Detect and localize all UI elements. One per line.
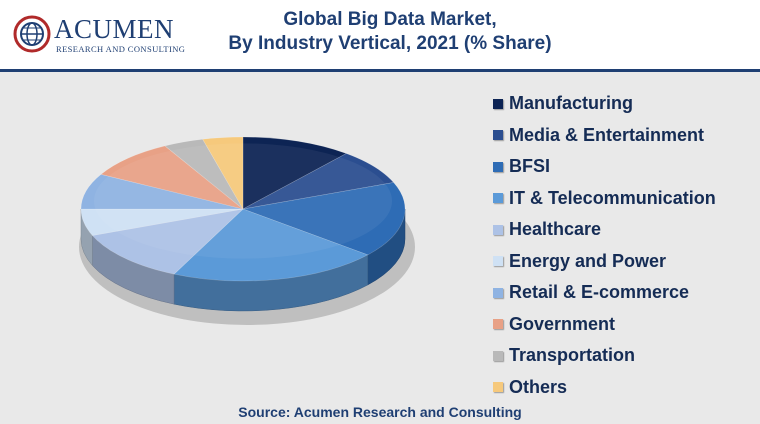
legend-swatch <box>493 98 503 109</box>
legend-label: Transportation <box>509 345 636 366</box>
legend-item: IT & Telecommunication <box>493 183 755 215</box>
chart-legend: Manufacturing Media & Entertainment BFSI IT… <box>493 88 755 403</box>
header-divider <box>0 69 760 72</box>
chart-title-line2: By Industry Vertical, 2021 (% Share) <box>228 33 552 54</box>
legend-swatch <box>493 382 503 393</box>
pie-slice: Manufacturing <box>242 136 347 210</box>
legend-item: Others <box>493 372 755 404</box>
globe-icon <box>13 15 51 53</box>
legend-swatch <box>493 193 503 204</box>
pie-slice: Energy and Power <box>80 208 244 236</box>
source-note: Source: Acumen Research and Consulting <box>238 404 522 420</box>
legend-label: Retail & E-commerce <box>509 282 690 303</box>
legend-item: BFSI <box>493 151 755 183</box>
legend-swatch <box>493 161 503 172</box>
legend-swatch <box>493 130 503 141</box>
legend-label: Media & Entertainment <box>509 124 705 145</box>
header-bar: ACUMEN RESEARCH AND CONSULTING Global Bi… <box>0 0 760 70</box>
logo-name: ACUMEN <box>54 14 175 44</box>
pie-slice: Media & Entertainment <box>242 153 395 210</box>
legend-swatch <box>493 350 503 361</box>
pie-slice: IT & Telecommunication <box>173 208 369 282</box>
legend-item: Government <box>493 309 755 341</box>
legend-label: BFSI <box>509 156 551 177</box>
legend-item: Transportation <box>493 340 755 372</box>
legend-swatch <box>493 224 503 235</box>
legend-item: Media & Entertainment <box>493 120 755 152</box>
chart-title-line1: Global Big Data Market, <box>283 9 497 30</box>
legend-item: Manufacturing <box>493 88 755 120</box>
logo: ACUMEN RESEARCH AND CONSULTING <box>12 10 186 60</box>
logo-tagline: RESEARCH AND CONSULTING <box>56 44 186 54</box>
pie-slice: Government <box>100 145 244 210</box>
legend-swatch <box>493 287 503 298</box>
pie-slice: Transportation <box>164 138 244 210</box>
pie-slice: BFSI <box>241 182 406 256</box>
legend-label: Energy and Power <box>509 250 667 271</box>
pie-slice: Healthcare <box>91 208 244 275</box>
legend-item: Healthcare <box>493 214 755 246</box>
legend-label: Government <box>509 313 616 334</box>
legend-label: Others <box>509 376 568 397</box>
pie-slice: Others <box>202 136 244 211</box>
legend-swatch <box>493 319 503 330</box>
pie-slice: Retail & E-commerce <box>80 173 244 210</box>
legend-label: Healthcare <box>509 219 602 240</box>
pie-highlight <box>93 143 393 259</box>
legend-swatch <box>493 256 503 267</box>
legend-label: Manufacturing <box>509 93 633 114</box>
chart-title: Global Big Data Market, By Industry Vert… <box>180 8 600 56</box>
legend-item: Energy and Power <box>493 246 755 278</box>
legend-label: IT & Telecommunication <box>509 187 716 208</box>
legend-item: Retail & E-commerce <box>493 277 755 309</box>
